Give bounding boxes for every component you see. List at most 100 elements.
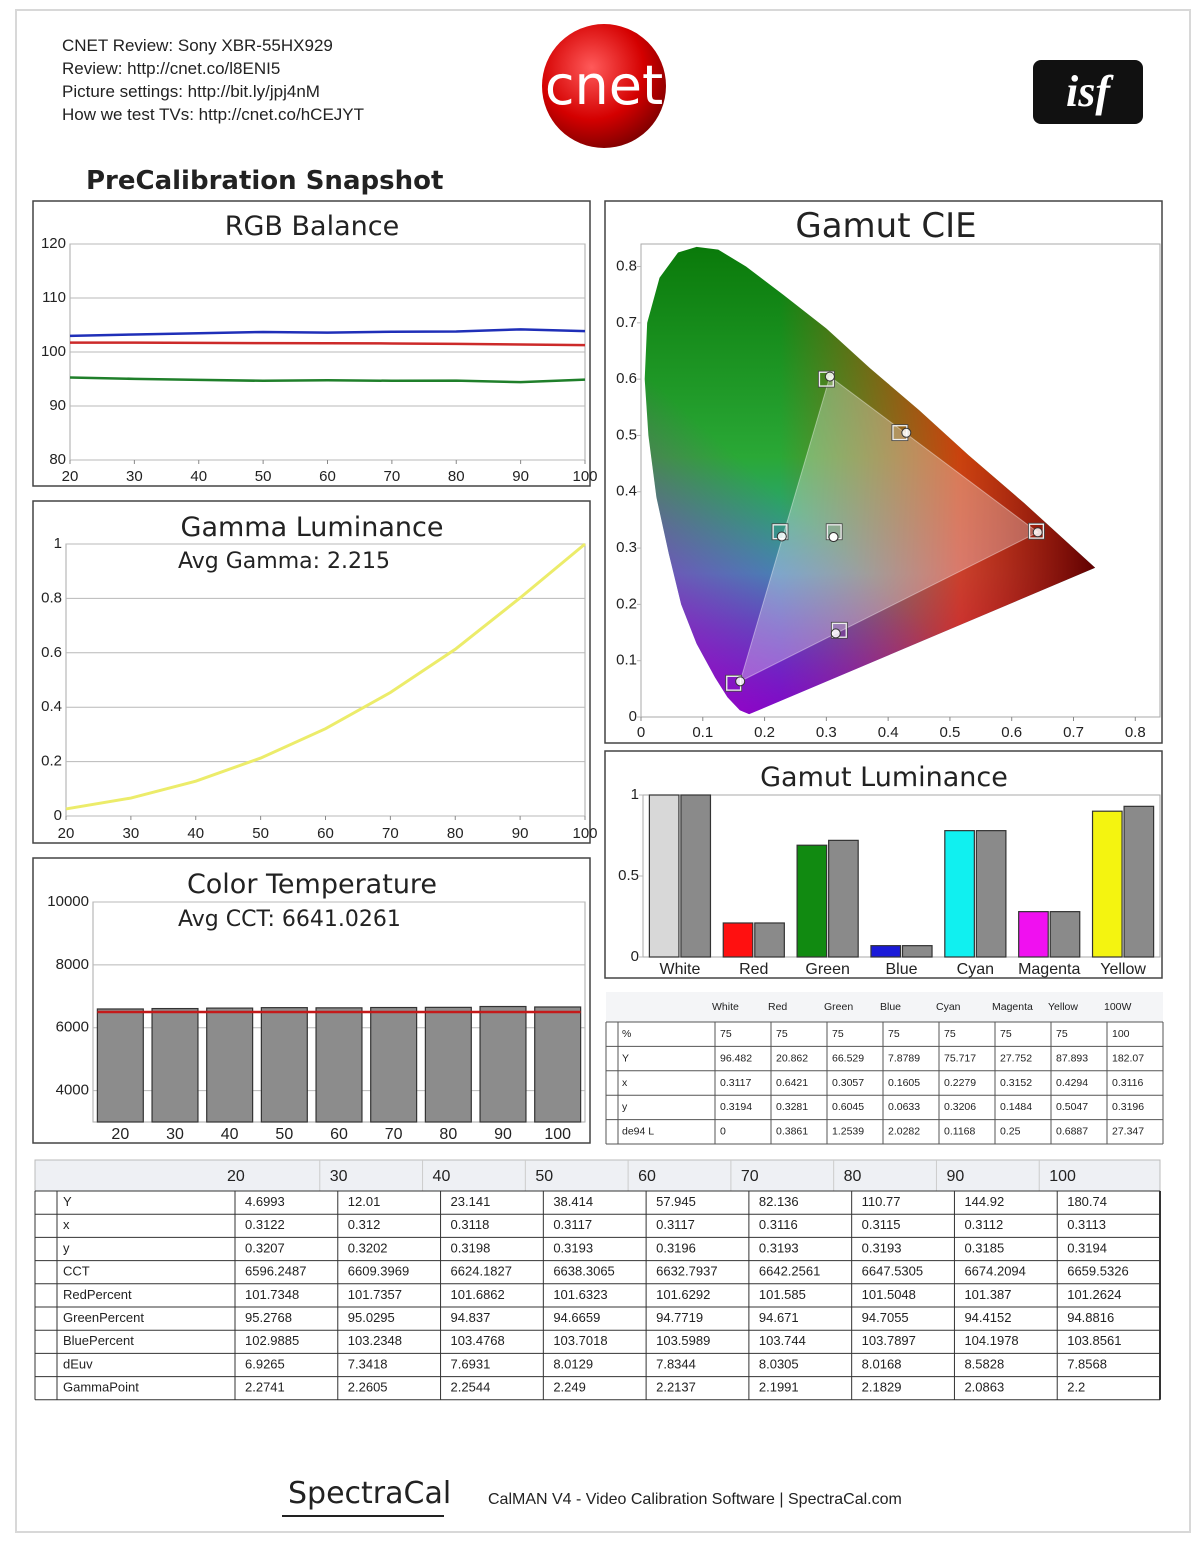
row-label: BluePercent bbox=[63, 1333, 134, 1348]
table-cell: 0.3185 bbox=[964, 1240, 1004, 1255]
y-tick-label: 1 bbox=[54, 535, 62, 552]
bar bbox=[870, 945, 902, 958]
column-header: 100W bbox=[1104, 1001, 1132, 1013]
table-cell: 0.3118 bbox=[451, 1217, 490, 1232]
x-tick-label: 0.2 bbox=[754, 724, 775, 741]
table-cell: 0.3115 bbox=[862, 1217, 901, 1232]
table-cell: 0.3112 bbox=[964, 1217, 1003, 1232]
column-header: 80 bbox=[844, 1168, 862, 1185]
bar bbox=[534, 1006, 582, 1123]
table-cell: 6659.5326 bbox=[1067, 1264, 1128, 1279]
footer-text: CalMAN V4 - Video Calibration Software |… bbox=[488, 1491, 902, 1508]
table-cell: 75 bbox=[1000, 1028, 1012, 1040]
table-cell: 101.6323 bbox=[553, 1287, 607, 1302]
measured-point bbox=[735, 676, 746, 687]
table-cell: 7.8344 bbox=[656, 1356, 696, 1371]
table-cell: 94.7055 bbox=[862, 1310, 909, 1325]
table-cell: 0.4294 bbox=[1056, 1077, 1088, 1089]
bar bbox=[206, 1007, 254, 1123]
table-cell: 75.717 bbox=[944, 1052, 976, 1064]
y-tick-label: 0.4 bbox=[616, 483, 637, 500]
column-header: 20 bbox=[227, 1168, 245, 1185]
x-tick-label: 70 bbox=[385, 1126, 403, 1143]
y-tick-label: 4000 bbox=[56, 1082, 89, 1099]
table-cell: 0.1484 bbox=[1000, 1101, 1032, 1113]
x-tick-label: Yellow bbox=[1100, 961, 1146, 978]
column-header: 70 bbox=[741, 1168, 759, 1185]
table-cell: 0.0633 bbox=[888, 1101, 920, 1113]
header-line: Review: http://cnet.co/l8ENI5 bbox=[62, 59, 280, 78]
table-cell: 103.7897 bbox=[862, 1333, 916, 1348]
bar bbox=[901, 945, 933, 958]
table-cell: 0.3057 bbox=[832, 1077, 864, 1089]
cnet-logo bbox=[542, 24, 666, 148]
table-cell: 12.01 bbox=[348, 1194, 381, 1209]
row-label: dEuv bbox=[63, 1356, 93, 1371]
table-cell: 0.3152 bbox=[1000, 1077, 1032, 1089]
y-tick-label: 120 bbox=[41, 235, 66, 252]
table-cell: 20.862 bbox=[776, 1052, 808, 1064]
x-tick-label: 80 bbox=[439, 1126, 457, 1143]
data-line bbox=[65, 542, 586, 811]
data-line bbox=[69, 341, 586, 347]
table-cell: 8.0305 bbox=[759, 1356, 799, 1371]
measured-point bbox=[824, 371, 835, 382]
row-label: Y bbox=[63, 1194, 72, 1209]
table-cell: 27.347 bbox=[1112, 1126, 1144, 1138]
x-tick-label: 20 bbox=[111, 1126, 129, 1143]
table-header bbox=[606, 992, 1163, 1022]
bar bbox=[260, 1007, 308, 1123]
row-label: y bbox=[622, 1101, 628, 1113]
table-cell: 0 bbox=[720, 1126, 726, 1138]
data-line bbox=[69, 328, 586, 338]
table-cell: 104.1978 bbox=[964, 1333, 1018, 1348]
table-cell: 2.0282 bbox=[888, 1126, 920, 1138]
y-tick-label: 6000 bbox=[56, 1019, 89, 1036]
y-tick-label: 10000 bbox=[47, 893, 89, 910]
row-label: x bbox=[622, 1077, 628, 1089]
column-header: Magenta bbox=[992, 1001, 1033, 1013]
table-cell: 0.3116 bbox=[759, 1217, 798, 1232]
table-cell: 0.3281 bbox=[776, 1101, 808, 1113]
header-line: Picture settings: http://bit.ly/jpj4nM bbox=[62, 82, 320, 101]
x-tick-label: 80 bbox=[448, 468, 465, 485]
bar bbox=[370, 1006, 418, 1123]
table-cell: 101.7348 bbox=[245, 1287, 299, 1302]
column-header: 90 bbox=[946, 1168, 964, 1185]
bar bbox=[151, 1007, 199, 1123]
table-cell: 75 bbox=[776, 1028, 788, 1040]
column-header: Red bbox=[768, 1001, 787, 1013]
data-line bbox=[69, 376, 586, 384]
x-tick-label: 90 bbox=[494, 1126, 512, 1143]
x-tick-label: 40 bbox=[221, 1126, 239, 1143]
x-tick-label: 0.3 bbox=[816, 724, 837, 741]
header-line: How we test TVs: http://cnet.co/hCEJYT bbox=[62, 105, 364, 124]
table-cell: 0.3117 bbox=[656, 1217, 695, 1232]
table-cell: 101.6292 bbox=[656, 1287, 710, 1302]
table-cell: 2.2605 bbox=[348, 1380, 388, 1395]
page-title: PreCalibration Snapshot bbox=[86, 166, 443, 196]
bar bbox=[944, 830, 975, 958]
table-cell: 110.77 bbox=[862, 1194, 901, 1209]
table-cell: 2.1829 bbox=[862, 1380, 902, 1395]
bar bbox=[722, 922, 754, 958]
table-cell: 0.3861 bbox=[776, 1126, 808, 1138]
column-header: Blue bbox=[880, 1001, 901, 1013]
table-cell: 8.0129 bbox=[553, 1356, 593, 1371]
measured-point bbox=[828, 532, 839, 543]
table-cell: 82.136 bbox=[759, 1194, 799, 1209]
column-header: 60 bbox=[638, 1168, 656, 1185]
table-cell: 0.2279 bbox=[944, 1077, 976, 1089]
x-tick-label: 40 bbox=[190, 468, 207, 485]
y-tick-label: 0.7 bbox=[616, 314, 637, 331]
y-tick-label: 0 bbox=[631, 948, 639, 965]
y-tick-label: 0 bbox=[629, 708, 637, 725]
table-cell: 0.3206 bbox=[944, 1101, 976, 1113]
table-cell: 103.8561 bbox=[1067, 1333, 1121, 1348]
table-cell: 0.6045 bbox=[832, 1101, 864, 1113]
table-cell: 0.6887 bbox=[1056, 1126, 1088, 1138]
table-cell: 102.9885 bbox=[245, 1333, 299, 1348]
chart-subtitle: Avg CCT: 6641.0261 bbox=[178, 907, 401, 932]
x-tick-label: Magenta bbox=[1018, 961, 1080, 978]
table-cell: 103.7018 bbox=[553, 1333, 607, 1348]
